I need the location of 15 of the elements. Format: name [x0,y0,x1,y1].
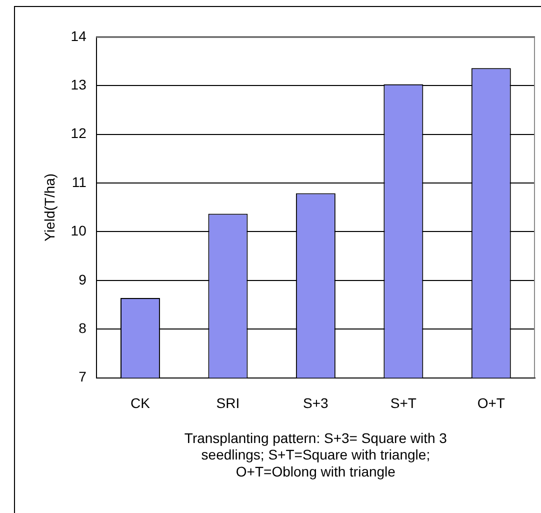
x-tick-label: CK [130,395,151,412]
y-tick-label: 11 [72,174,87,190]
y-tick-label: 14 [70,28,87,44]
x-tick-label: S+T [390,395,417,412]
x-tick-label: SRI [216,395,240,412]
y-axis-title: Yield(T/ha) [41,173,58,242]
x-axis-title: Transplanting pattern: S+3= Square with 3 seedlings; S+T=Square with triangle; O+T=Oblong with triangle [184,430,448,480]
x-tick-label: O+T [477,395,506,412]
y-tick-label: 13 [70,76,87,93]
y-tick-label: 7 [78,368,87,385]
y-tick-label: 8 [78,320,87,336]
y-tick-label: 9 [78,271,87,288]
x-tick-label: S+3 [303,395,329,412]
y-tick-label: 10 [70,222,87,239]
y-tick-label: 12 [70,125,87,142]
